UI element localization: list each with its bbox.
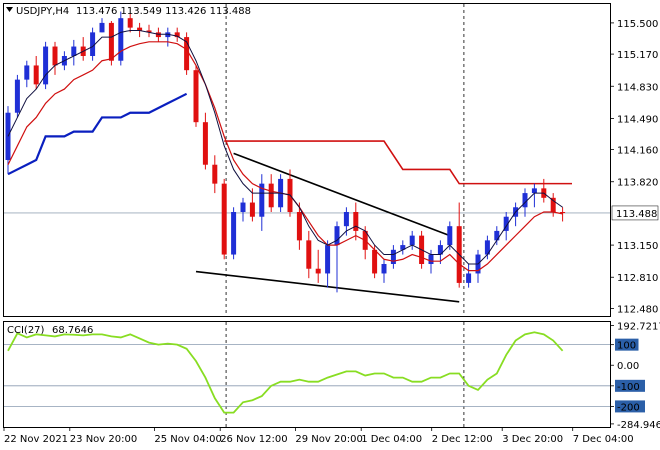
candle-body-25: [240, 202, 246, 212]
candle-body-51: [484, 240, 490, 255]
current-price-box: [611, 205, 659, 221]
candle-body-19: [184, 37, 190, 71]
candle-body-22: [212, 164, 218, 184]
time-tick-label-8: 7 Dec 04:00: [573, 434, 634, 445]
candle-body-12: [118, 18, 124, 61]
candle-body-56: [531, 188, 537, 194]
main-indicators: [7, 92, 572, 303]
time-tick-label-4: 29 Nov 20:00: [295, 434, 362, 445]
candle-body-42: [400, 245, 406, 250]
candle-body-18: [174, 32, 180, 38]
main-header: USDJPY,H4 113.476 113.549 113.426 113.48…: [6, 6, 251, 17]
cci-value: 68.7646: [52, 325, 93, 336]
time-tick-label-2: 25 Nov 04:00: [154, 434, 221, 445]
candle-body-7: [71, 46, 77, 56]
candle-body-3: [33, 65, 39, 85]
candle-body-13: [127, 18, 133, 28]
fast-ma-line: [7, 29, 563, 265]
candle-body-40: [381, 264, 387, 274]
candle-body-34: [325, 245, 331, 274]
cci-levels: [4, 344, 610, 407]
price-tick-label-8: 112.480: [617, 304, 658, 315]
kijun-line: [7, 92, 188, 176]
cci-path: [7, 331, 564, 414]
price-tick-label-2: 114.830: [617, 82, 658, 93]
main-grid: [4, 4, 610, 427]
time-tick-label-1: 23 Nov 20:00: [70, 434, 137, 445]
candle-body-21: [202, 122, 208, 165]
cci-tick-label-3: -100: [617, 382, 640, 393]
cci-name: CCI(27): [7, 325, 45, 336]
price-tick-label-4: 114.160: [617, 146, 658, 157]
candle-body-45: [428, 254, 434, 264]
candle-body-14: [137, 27, 143, 31]
price-tick-label-3: 114.490: [617, 114, 658, 125]
candle-body-26: [249, 202, 255, 217]
candle-body-23: [221, 183, 227, 255]
time-tick-label-6: 2 Dec 12:00: [432, 434, 493, 445]
candle-body-20: [193, 70, 199, 123]
price-tick-label-5: 113.820: [617, 178, 658, 189]
price-tick-label-7: 112.810: [617, 273, 658, 284]
cci-header: CCI(27) 68.7646: [7, 325, 93, 336]
cci-level-box-1: [615, 338, 639, 351]
candle-body-27: [259, 183, 265, 217]
candle-body-43: [409, 235, 415, 246]
cci-tick-label-1: 100: [617, 341, 636, 352]
ohlc-label: 113.476 113.549 113.426 113.488: [76, 6, 251, 17]
time-tick-label-7: 3 Dec 20:00: [502, 434, 563, 445]
time-tick-label-3: 26 Nov 12:00: [220, 434, 287, 445]
cci-tick-label-0: 192.7217: [617, 322, 660, 333]
candle-body-39: [372, 249, 378, 274]
time-tick-label-0: 22 Nov 2021: [4, 434, 68, 445]
cci-line: [7, 331, 564, 414]
candle-body-59: [560, 212, 566, 213]
cci-level-box-4: [615, 400, 645, 413]
symbol-label: USDJPY,H4: [16, 6, 69, 17]
candle-body-37: [353, 212, 359, 231]
candle-body-55: [522, 193, 528, 208]
current-price-marker: 113.488: [611, 205, 659, 221]
candle-body-35: [334, 226, 340, 246]
candle-body-10: [99, 22, 105, 33]
candle-body-49: [466, 273, 472, 283]
candle-body-32: [306, 240, 312, 269]
candle-body-1: [14, 79, 20, 113]
candle-body-28: [268, 183, 274, 208]
header-triangle-icon: [6, 7, 13, 12]
resistance-line: [224, 140, 572, 185]
candle-body-46: [437, 245, 443, 255]
candle-body-31: [296, 212, 302, 241]
upper-trendline: [233, 152, 451, 237]
candle-body-9: [90, 32, 96, 56]
price-axis: 115.500 115.170 114.830 114.490 114.160 113.8…: [610, 19, 658, 315]
candle-body-2: [24, 65, 30, 80]
candle-body-33: [315, 268, 321, 274]
candle-body-24: [231, 212, 237, 255]
cci-pane-frame: [3, 321, 611, 428]
candle-body-15: [146, 30, 152, 33]
price-tick-label-6: 113.150: [617, 241, 658, 252]
time-tick-label-5: 1 Dec 04:00: [361, 434, 422, 445]
current-price-label: 113.488: [616, 209, 657, 220]
main-overlays: [7, 29, 563, 272]
candle-body-11: [108, 22, 114, 61]
price-tick-label-1: 115.170: [617, 50, 658, 61]
candle-body-5: [52, 46, 58, 66]
cci-tick-label-2: 0.00: [617, 361, 639, 372]
candle-body-41: [390, 249, 396, 264]
candle-body-52: [494, 230, 500, 241]
candle-body-53: [503, 216, 509, 231]
candle-body-36: [343, 212, 349, 227]
price-tick-label-0: 115.500: [617, 19, 658, 30]
candle-body-4: [43, 46, 49, 85]
candle-body-58: [550, 197, 556, 212]
cci-level-box-3: [615, 379, 645, 392]
cci-tick-label-4: -200: [617, 402, 640, 413]
candle-body-47: [447, 226, 453, 246]
